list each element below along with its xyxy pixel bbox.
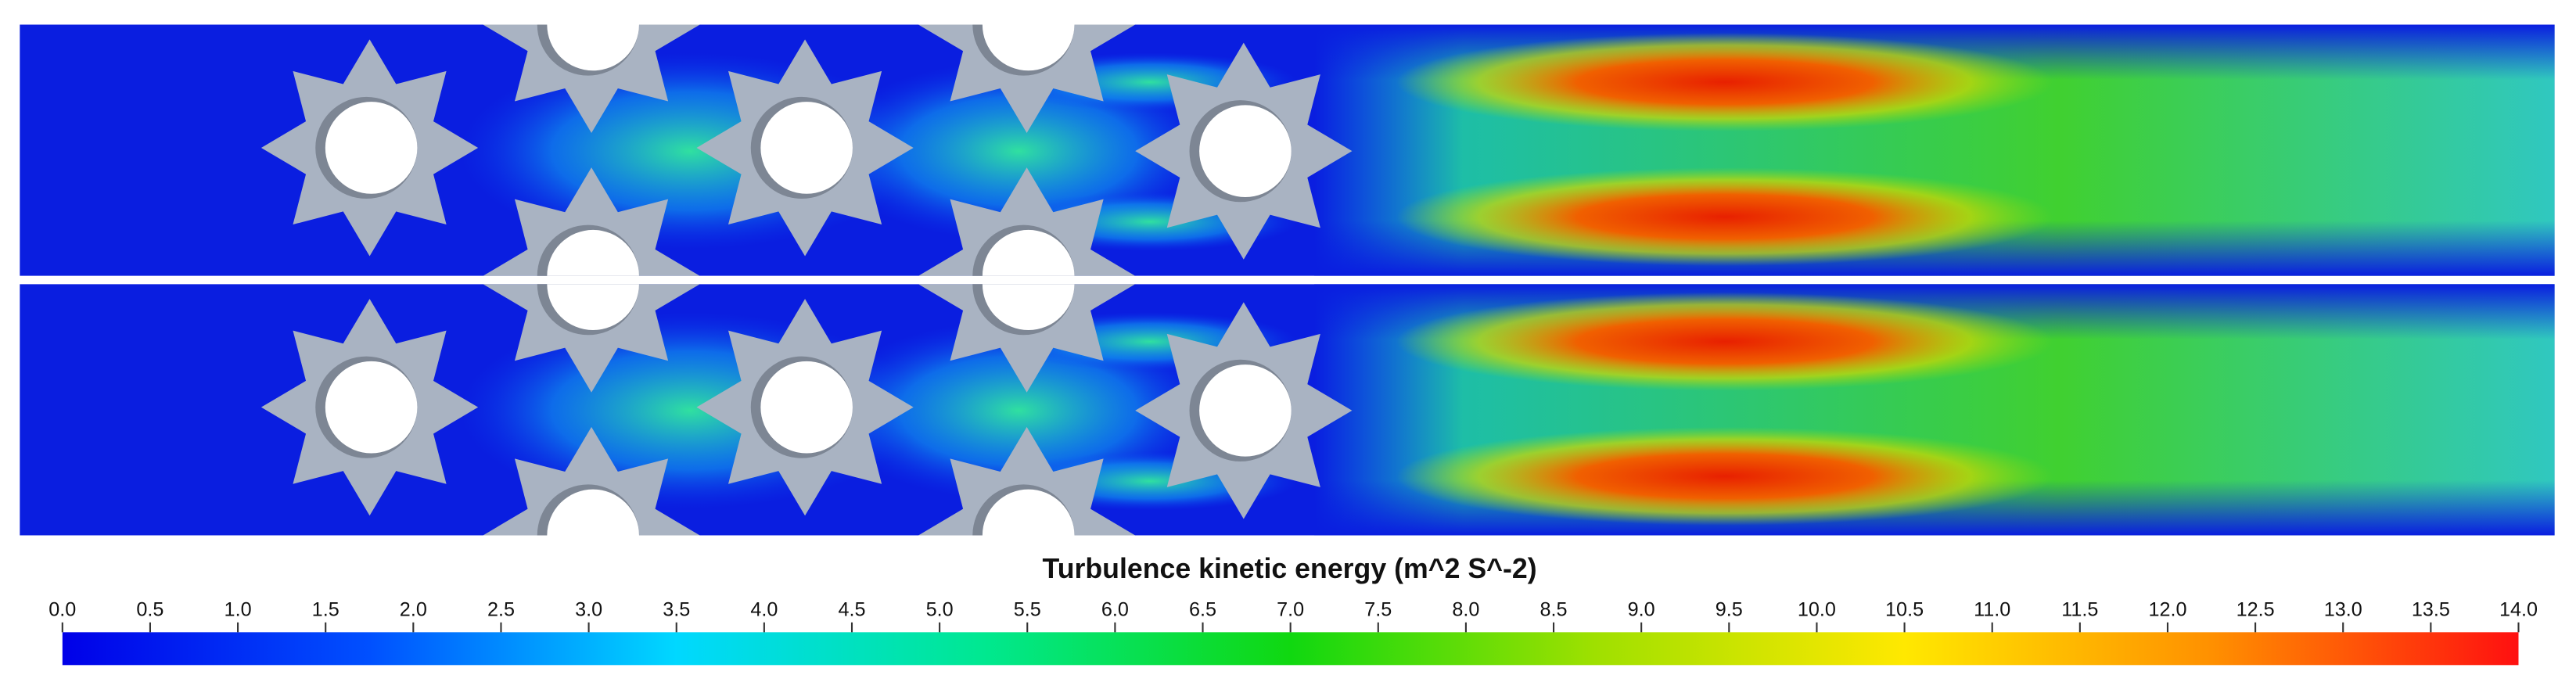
tick-label: 12.5 [2236, 598, 2275, 620]
tick-label: 5.0 [926, 598, 954, 620]
tick-label: 5.5 [1014, 598, 1041, 620]
tick-label: 4.0 [750, 598, 778, 620]
tick-label: 11.5 [2061, 598, 2098, 620]
tick-label: 3.0 [575, 598, 602, 620]
colorbar [62, 632, 2519, 666]
tick-label: 13.0 [2324, 598, 2362, 620]
tick-label: 1.0 [225, 598, 252, 620]
tick-label: 9.5 [1716, 598, 1743, 620]
tick-label: 0.0 [49, 598, 76, 620]
tick-label: 10.0 [1798, 598, 1836, 620]
tick-label: 2.0 [400, 598, 427, 620]
tick-label: 7.0 [1277, 598, 1304, 620]
tick-label: 14.0 [2499, 598, 2538, 620]
tick-label: 6.0 [1101, 598, 1129, 620]
tick-label: 11.0 [1974, 598, 2010, 620]
tick-label: 8.5 [1540, 598, 1568, 620]
tick-label: 2.5 [487, 598, 515, 620]
tick-label: 8.0 [1452, 598, 1479, 620]
tick-label: 13.5 [2412, 598, 2450, 620]
colorbar-title: Turbulence kinetic energy (m^2 S^-2) [1043, 553, 1537, 584]
tick-label: 12.0 [2148, 598, 2186, 620]
tick-label: 6.5 [1189, 598, 1216, 620]
tick-label: 0.5 [136, 598, 163, 620]
tick-label: 3.5 [663, 598, 690, 620]
tick-label: 1.5 [312, 598, 340, 620]
tick-label: 10.5 [1885, 598, 1924, 620]
tick-label: 4.5 [838, 598, 865, 620]
tick-label: 7.5 [1364, 598, 1392, 620]
tick-label: 9.0 [1628, 598, 1655, 620]
